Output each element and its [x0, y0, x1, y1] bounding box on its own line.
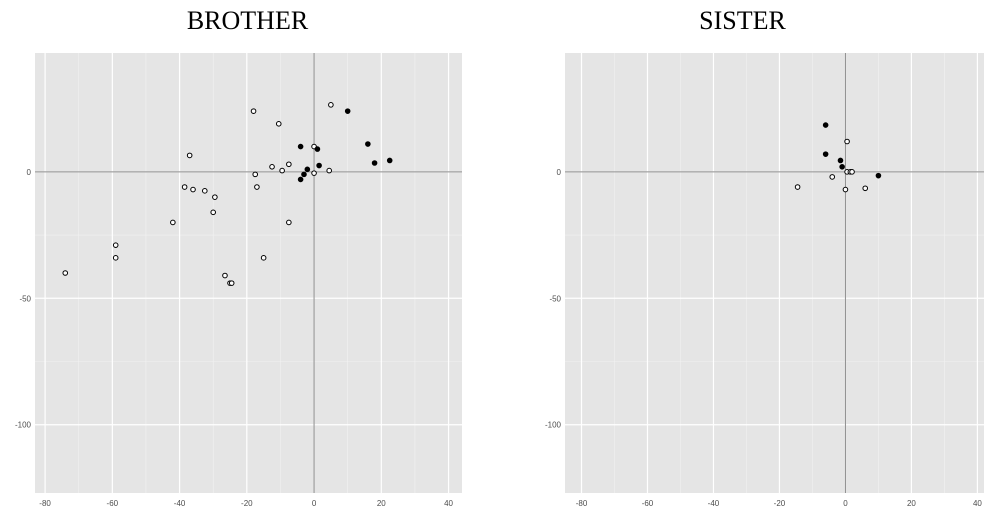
- brother-hollow-point: [222, 272, 228, 279]
- brother-hollow-point: [252, 171, 259, 178]
- brother-filled-point: [386, 157, 393, 164]
- sister-y-tick-label: -50: [549, 294, 561, 303]
- brother-hollow-point: [269, 163, 275, 170]
- sister-hollow-point: [862, 185, 869, 192]
- sister-scatter-plot: -80 -60 -40 -20 0 20 40 0 -50 -100: [545, 53, 984, 508]
- sister-hollow-point: [794, 184, 801, 190]
- brother-filled-point: [301, 171, 307, 178]
- sister-x-tick-label: -80: [576, 499, 588, 508]
- brother-filled-point: [316, 162, 322, 169]
- brother-hollow-point: [210, 209, 216, 216]
- sister-hollow-point: [829, 174, 836, 180]
- brother-filled-point: [314, 146, 321, 152]
- sister-plot-background: [565, 53, 984, 493]
- sister-x-tick-label: -20: [774, 499, 786, 508]
- sister-x-tick-label: 20: [907, 499, 916, 508]
- sister-filled-point: [875, 172, 882, 179]
- brother-filled-point: [297, 176, 304, 183]
- panel-title-brother: BROTHER: [186, 6, 309, 35]
- brother-hollow-point: [286, 219, 292, 226]
- brother-hollow-point: [275, 121, 282, 127]
- sister-panel: SISTER -80 -60 -40 -20 0 20 40 0 -50 -100: [495, 0, 990, 516]
- brother-x-tick-label: 40: [444, 499, 453, 508]
- brother-hollow-point: [170, 219, 176, 226]
- sister-x-tick-label: -60: [642, 499, 654, 508]
- brother-hollow-point: [311, 170, 317, 176]
- sister-x-tick-label: 0: [843, 499, 848, 508]
- brother-filled-point: [297, 143, 304, 150]
- sister-hollow-point: [849, 169, 855, 175]
- brother-hollow-point: [254, 184, 260, 190]
- sister-filled-point: [839, 163, 845, 170]
- brother-y-tick-label: -50: [19, 294, 31, 303]
- panel-title-sister: SISTER: [699, 6, 786, 35]
- sister-hollow-point: [844, 138, 850, 145]
- sister-y-tick-label: -100: [545, 421, 562, 430]
- brother-hollow-point: [260, 255, 267, 261]
- sister-x-tick-label: -40: [708, 499, 720, 508]
- brother-y-tick-label: -100: [15, 421, 32, 430]
- brother-hollow-point: [112, 242, 119, 248]
- sister-filled-point: [822, 151, 829, 157]
- brother-filled-point: [304, 166, 311, 173]
- brother-hollow-point: [279, 167, 285, 174]
- brother-filled-point: [365, 141, 371, 147]
- brother-hollow-point: [186, 152, 193, 159]
- brother-hollow-point: [326, 167, 332, 174]
- brother-plot-background: [35, 53, 462, 493]
- sister-hollow-point: [842, 186, 849, 193]
- brother-hollow-point: [212, 194, 218, 200]
- brother-hollow-point: [190, 186, 196, 193]
- brother-scatter-plot: -80 -60 -40 -20 0 20 40 0 -50 -100: [15, 53, 462, 508]
- brother-hollow-point: [286, 161, 292, 168]
- brother-hollow-point: [250, 108, 257, 114]
- brother-x-tick-label: -80: [39, 499, 51, 508]
- brother-hollow-point: [112, 255, 119, 261]
- brother-hollow-point: [328, 102, 334, 108]
- brother-x-tick-label: 20: [377, 499, 386, 508]
- brother-filled-point: [344, 108, 351, 114]
- brother-x-tick-label: -60: [107, 499, 119, 508]
- sister-filled-point: [822, 122, 829, 128]
- brother-panel: BROTHER -80 -60 -40 -20 0 20 40 0 -50 -100: [15, 6, 462, 508]
- brother-x-tick-label: -20: [241, 499, 253, 508]
- sister-x-tick-label: 40: [973, 499, 982, 508]
- brother-x-tick-label: 0: [312, 499, 317, 508]
- brother-y-tick-label: 0: [27, 168, 32, 177]
- brother-hollow-point: [62, 270, 69, 276]
- brother-filled-point: [371, 160, 378, 166]
- brother-hollow-point: [228, 280, 235, 286]
- brother-hollow-point: [201, 188, 208, 194]
- sister-filled-point: [837, 157, 844, 164]
- sister-y-tick-label: 0: [557, 168, 562, 177]
- brother-x-tick-label: -40: [174, 499, 186, 508]
- brother-hollow-point: [181, 184, 188, 190]
